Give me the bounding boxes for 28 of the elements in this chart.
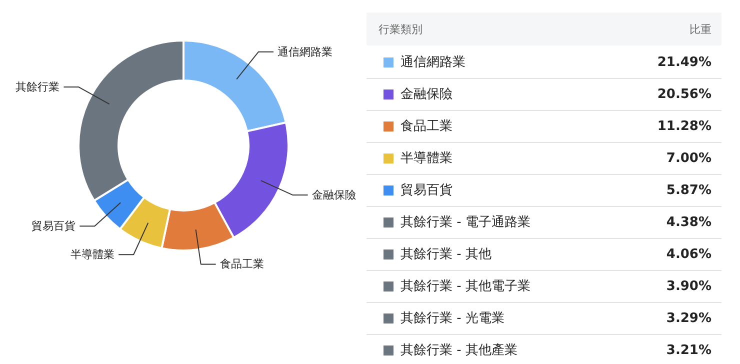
category-label: 其餘行業 - 其他產業	[400, 343, 518, 358]
data-label: 11.28%	[657, 119, 712, 134]
slice-label: 食品工業	[220, 258, 264, 271]
data-label: 4.38%	[666, 215, 712, 230]
category-label: 通信網路業	[400, 55, 466, 70]
slice-label: 貿易百貨	[32, 220, 76, 233]
data-label: 20.56%	[657, 87, 712, 102]
data-label: 21.49%	[657, 55, 712, 70]
category-label: 其餘行業 - 電子通路業	[400, 215, 530, 230]
data-label: 7.00%	[666, 151, 712, 166]
category-label: 半導體業	[400, 151, 452, 166]
data-label: 5.87%	[666, 183, 712, 198]
slice-label: 通信網路業	[278, 45, 332, 58]
category-label: 食品工業	[400, 119, 452, 134]
text: 比重	[690, 23, 712, 36]
category-label: 貿易百貨	[400, 183, 452, 198]
data-label: 4.06%	[666, 247, 712, 262]
category-label: 其餘行業 - 光電業	[400, 311, 504, 326]
slice-label: 半導體業	[70, 248, 115, 262]
data-label: 3.29%	[666, 311, 712, 326]
category-label: 金融保險	[400, 87, 452, 102]
slice-label: 其餘行業	[16, 80, 60, 94]
data-label: 3.21%	[666, 343, 712, 358]
slice-label: 金融保險	[312, 188, 356, 202]
text: 行業類別	[378, 23, 422, 36]
data-label: 3.90%	[666, 279, 712, 294]
category-label: 其餘行業 - 其他電子業	[400, 279, 530, 294]
category-label: 其餘行業 - 其他	[400, 247, 492, 262]
